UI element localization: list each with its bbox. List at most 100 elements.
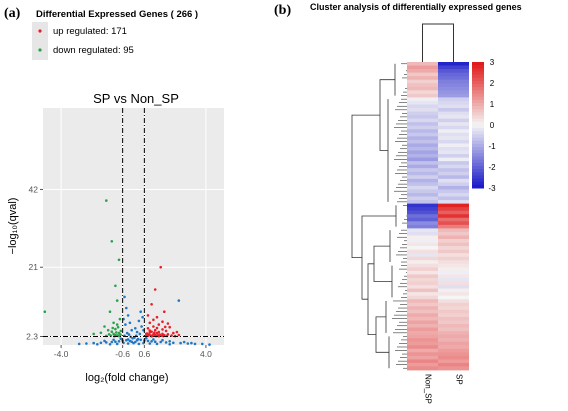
volcano-point [135,330,139,334]
heatmap-cell [407,260,438,265]
column-dendrogram [422,23,454,62]
row-dendrogram-branch [361,215,396,300]
volcano-point [152,325,155,328]
volcano-point [131,337,134,340]
heatmap-cell [438,210,469,215]
volcano-point [148,342,152,345]
volcano-point [148,329,152,332]
heatmap-cell [438,292,469,297]
volcano-y-tick-label: 2.3 [26,331,38,341]
heatmap-cell [407,62,438,66]
volcano-point [150,340,153,343]
heatmap-cell [407,270,438,275]
heatmap-cell [438,320,469,325]
heatmap-cell [407,267,438,272]
color-scale-tick-label: -1 [488,142,496,151]
heatmap-cell [407,231,438,236]
legend-key-background [32,22,48,60]
heatmap-cell [407,136,438,141]
heatmap-cell [438,306,469,311]
volcano-x-axis-label: log₂(fold change) [85,372,168,384]
volcano-point [105,341,108,344]
heatmap-cell [438,313,469,318]
volcano-point [153,288,157,291]
volcano-point [130,328,133,332]
color-scale-swatch [472,96,484,101]
color-scale-legend: 3 2 1 0 -1 -2 -3 [472,58,496,193]
volcano-point [190,341,193,345]
volcano-x-tick-label: -0.6 [115,349,130,359]
color-scale-swatch [472,140,484,145]
row-dendrogram-branch [379,79,395,151]
heatmap-cell [438,200,469,205]
heatmap-cell [438,65,469,70]
volcano-axis-ticks: -4.0 -0.6 0.6 4.0 2.3 21 42 [26,184,212,359]
heatmap-cell [438,277,469,282]
heatmap-cell [407,192,438,197]
heatmap-cell [407,132,438,137]
volcano-point [159,265,162,269]
color-scale-tick-label: 2 [490,79,495,88]
legend-down-label: down regulated: 95 [53,45,134,56]
heatmap-cell [407,362,438,367]
volcano-point [125,331,129,335]
heatmap-cell [407,316,438,321]
panel-b-label: (b) [274,3,291,18]
heatmap-cell [407,348,438,353]
heatmap-cell [407,288,438,293]
heatmap-cell [438,161,469,166]
heatmap-cell [407,323,438,328]
heatmap-cell [438,83,469,88]
heatmap-cell [438,214,469,219]
color-scale-swatch [472,134,484,139]
heatmap-cell [407,214,438,219]
volcano-point [115,299,119,302]
heatmap-cell [438,69,469,74]
heatmap-cell [407,154,438,158]
volcano-point [144,332,148,336]
volcano-point [105,199,108,202]
volcano-point [127,333,131,336]
volcano-point [138,332,142,336]
heatmap-cell [407,366,438,371]
color-scale-swatch [472,118,484,123]
volcano-point [208,343,211,346]
heatmap-cell [438,178,469,183]
color-scale-swatch [472,147,484,151]
heatmap-cell [438,150,469,155]
heatmap-cell [407,115,438,120]
color-scale-tick-label: 1 [490,100,495,109]
heatmap-cell [438,362,469,367]
heatmap-cell [407,207,438,212]
heatmap-cell [438,189,469,194]
heatmap-cell [407,157,438,162]
heatmap-cell [407,292,438,297]
heatmap-cell [438,366,469,371]
row-dendrogram-branch [373,245,392,282]
volcano-point [135,338,139,342]
color-scale-swatch [472,184,484,189]
heatmap-cell [407,196,438,201]
heatmap-cell [438,196,469,201]
color-scale-swatch [472,178,484,183]
color-scale-tick-label: -2 [488,163,496,172]
volcano-point [168,343,171,346]
heatmap-cell [438,90,469,95]
heatmap-cell [438,309,469,314]
color-scale-tick-label: 0 [490,121,495,130]
heatmap-cell [407,97,438,102]
color-scale-swatch [472,93,484,98]
heatmap-cell [407,79,438,84]
heatmap-cells [407,62,469,371]
volcano-point [148,321,152,325]
heatmap-cell [407,313,438,318]
volcano-point [108,310,112,314]
legend-down-marker [38,48,42,52]
color-scale-swatch [472,175,484,180]
heatmap-cell [407,359,438,364]
color-scale-swatch [472,159,484,164]
volcano-x-tick-label: -4.0 [54,349,69,359]
heatmap-cell [407,210,438,215]
heatmap-cell [407,285,438,289]
legend-title: Differential Expressed Genes ( 266 ) [36,9,198,20]
